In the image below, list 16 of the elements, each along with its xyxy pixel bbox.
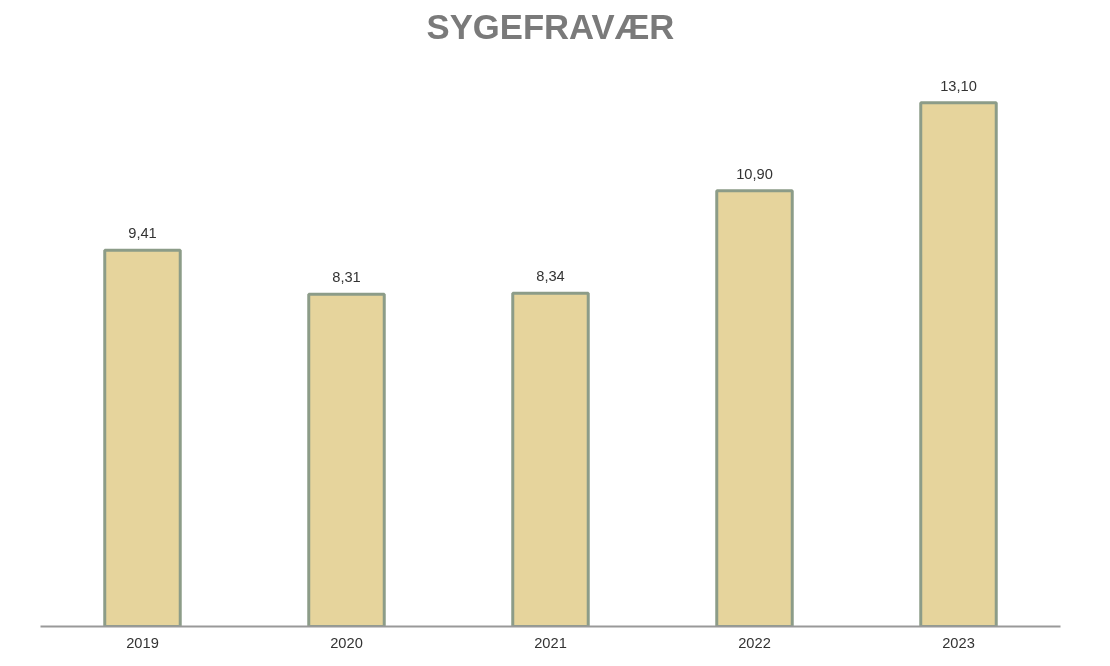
bar <box>103 248 182 627</box>
bar <box>919 101 998 627</box>
x-tick-label: 2021 <box>534 634 567 651</box>
data-label: 8,34 <box>536 268 565 285</box>
x-tick-label: 2023 <box>942 634 975 651</box>
data-label: 13,10 <box>940 77 977 94</box>
x-tick-label: 2020 <box>330 634 363 651</box>
chart-title: SYGEFRAVÆR <box>426 7 675 46</box>
bar <box>715 189 794 627</box>
data-label: 10,90 <box>736 165 773 182</box>
x-tick-label: 2022 <box>738 634 771 651</box>
bar <box>511 291 590 627</box>
bar <box>307 292 386 627</box>
data-label: 9,41 <box>128 225 157 242</box>
data-label: 8,31 <box>332 269 361 286</box>
x-tick-label: 2019 <box>126 634 159 651</box>
